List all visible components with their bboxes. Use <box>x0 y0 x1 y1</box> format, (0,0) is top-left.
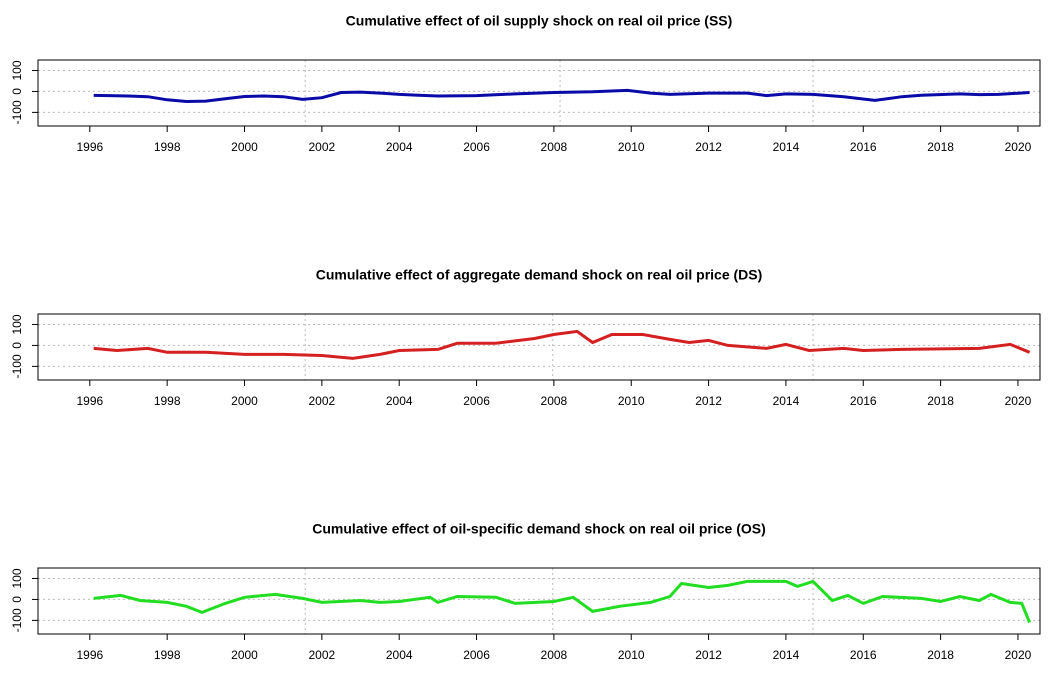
x-tick-label: 2004 <box>386 140 413 154</box>
x-tick-label: 1998 <box>154 140 181 154</box>
x-tick-label: 2008 <box>541 140 568 154</box>
x-tick-label: 2014 <box>773 394 800 408</box>
x-tick-label: 2020 <box>1005 140 1032 154</box>
plot-frame <box>37 567 1041 635</box>
x-tick-label: 2004 <box>386 394 413 408</box>
x-tick-label: 2010 <box>618 140 645 154</box>
y-tick-label: 100 <box>10 568 24 588</box>
x-tick-label: 1996 <box>76 140 103 154</box>
x-tick-label: 2018 <box>927 140 954 154</box>
x-tick-label: 1998 <box>154 648 181 662</box>
data-line <box>93 88 1030 104</box>
x-tick-label: 2002 <box>309 648 336 662</box>
x-tick-label: 2010 <box>618 394 645 408</box>
data-line <box>93 579 1031 624</box>
x-tick-label: 2012 <box>695 648 722 662</box>
x-tick-label: 2018 <box>927 648 954 662</box>
x-tick-label: 2020 <box>1005 648 1032 662</box>
x-tick-label: 2004 <box>386 648 413 662</box>
plot-frame <box>37 59 1041 127</box>
x-tick-label: 1996 <box>76 394 103 408</box>
x-tick-label: 2014 <box>773 648 800 662</box>
y-tick-label: 100 <box>10 314 24 334</box>
y-tick-label: 0 <box>10 342 24 349</box>
x-tick-label: 2006 <box>463 140 490 154</box>
x-tick-label: 2016 <box>850 394 877 408</box>
x-tick-label: 1996 <box>76 648 103 662</box>
x-tick-label: 2002 <box>309 140 336 154</box>
chart-title: Cumulative effect of oil-specific demand… <box>312 521 766 537</box>
x-tick-label: 2020 <box>1005 394 1032 408</box>
y-tick-label: 100 <box>10 60 24 80</box>
x-tick-label: 2010 <box>618 648 645 662</box>
x-tick-label: 2006 <box>463 648 490 662</box>
x-tick-label: 2016 <box>850 140 877 154</box>
x-tick-label: 2000 <box>231 648 258 662</box>
plot-frame <box>37 313 1041 381</box>
x-tick-label: 2012 <box>695 394 722 408</box>
y-tick-label: 0 <box>10 596 24 603</box>
x-tick-label: 2012 <box>695 140 722 154</box>
x-tick-label: 1998 <box>154 394 181 408</box>
x-tick-label: 2002 <box>309 394 336 408</box>
x-tick-label: 2008 <box>541 394 568 408</box>
x-tick-label: 2018 <box>927 394 954 408</box>
y-tick-label: -100 <box>10 100 24 124</box>
x-tick-label: 2014 <box>773 140 800 154</box>
y-tick-label: 0 <box>10 88 24 95</box>
x-tick-label: 2000 <box>231 140 258 154</box>
y-tick-label: -100 <box>10 608 24 632</box>
chart-title: Cumulative effect of aggregate demand sh… <box>316 267 763 283</box>
x-tick-label: 2016 <box>850 648 877 662</box>
chart-title: Cumulative effect of oil supply shock on… <box>346 13 733 29</box>
data-line <box>93 329 1031 360</box>
x-tick-label: 2006 <box>463 394 490 408</box>
x-tick-label: 2008 <box>541 648 568 662</box>
y-tick-label: -100 <box>10 354 24 378</box>
x-tick-label: 2000 <box>231 394 258 408</box>
